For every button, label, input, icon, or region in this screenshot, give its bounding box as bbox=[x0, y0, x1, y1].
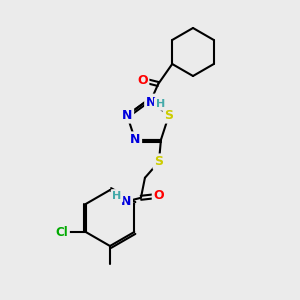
Text: N: N bbox=[122, 109, 132, 122]
Text: O: O bbox=[137, 74, 148, 86]
Text: O: O bbox=[154, 189, 164, 202]
Text: N: N bbox=[121, 195, 131, 208]
Text: H: H bbox=[112, 191, 122, 201]
Text: S: S bbox=[154, 155, 164, 168]
Text: Cl: Cl bbox=[56, 226, 68, 238]
Text: H: H bbox=[156, 99, 165, 109]
Text: S: S bbox=[164, 109, 173, 122]
Text: N: N bbox=[146, 95, 156, 109]
Text: N: N bbox=[130, 133, 140, 146]
